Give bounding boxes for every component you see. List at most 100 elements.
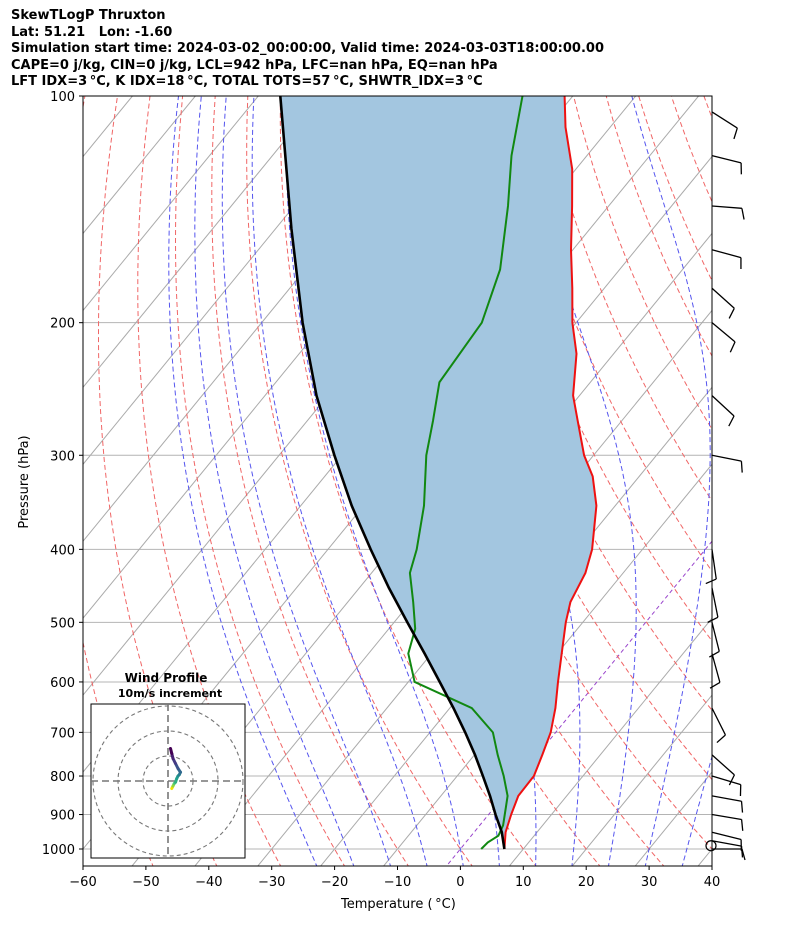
wind-barb — [711, 831, 742, 851]
isotherm — [83, 96, 322, 389]
barb-shaft — [711, 622, 720, 652]
barb-shaft — [711, 653, 721, 683]
x-axis-label: Temperature ( °C) — [340, 897, 456, 912]
y-tick-label: 300 — [50, 449, 75, 464]
dry-adiabat — [573, 96, 712, 431]
moist-adiabat — [631, 96, 711, 866]
x-tick-label: 40 — [704, 875, 721, 890]
isotherm — [571, 694, 712, 866]
barb-shaft — [711, 249, 742, 259]
location-line: Lat: 51.21 Lon: -1.60 — [11, 24, 173, 40]
isotherm — [83, 96, 196, 235]
axes: −60 −50 −40 −30 −20 −10 0 10 20 30 40 100 200 300 400 5… — [42, 90, 720, 890]
moist-adiabat — [516, 96, 637, 866]
barb-flag — [741, 208, 745, 220]
y-tick-label: 100 — [50, 90, 75, 105]
barb-flag — [716, 734, 726, 744]
chart-title: SkewTLogP Thruxton — [11, 8, 166, 23]
time-line: Simulation start time: 2024-03-02_00:00:… — [11, 41, 604, 56]
barb-flag — [733, 127, 738, 140]
isotherm — [508, 617, 712, 866]
barb-shaft — [711, 205, 742, 209]
wind-barb — [711, 154, 742, 175]
barb-flag — [705, 578, 717, 585]
barb-shaft — [711, 549, 717, 580]
wind-barb — [711, 395, 735, 427]
chart-header: SkewTLogP Thruxton Lat: 51.21 Lon: -1.60… — [11, 8, 604, 91]
moist-adiabat — [285, 96, 464, 866]
barb-flag — [729, 341, 736, 353]
isotherm — [697, 848, 712, 866]
y-tick-label: 400 — [50, 543, 75, 558]
hodograph-segment — [169, 747, 174, 755]
wind-barb — [712, 848, 746, 861]
wind-barb — [711, 205, 745, 220]
x-tick-label: −10 — [384, 875, 411, 890]
dry-adiabat — [703, 96, 712, 120]
x-tick-label: −60 — [69, 875, 96, 890]
barb-shaft — [711, 831, 742, 841]
barb-shaft — [711, 111, 738, 129]
dewpoint-line — [407, 96, 524, 850]
hodograph-subtitle: 10m/s increment — [118, 687, 222, 700]
x-tick-label: 20 — [578, 875, 595, 890]
barb-shaft — [711, 287, 735, 309]
barb-flag — [709, 650, 720, 658]
wind-barb — [711, 795, 744, 813]
parcel-line — [279, 96, 506, 850]
dry-adiabat — [638, 96, 712, 282]
y-tick-label: 200 — [50, 317, 75, 332]
x-tick-label: −20 — [321, 875, 348, 890]
dry-adiabat — [769, 96, 794, 868]
barb-shaft — [711, 154, 742, 164]
isotherm — [749, 96, 794, 880]
wind-barb — [711, 111, 738, 140]
moist-adiabat — [756, 96, 794, 868]
hodograph-inset: Wind Profile 10m/s increment — [90, 671, 246, 859]
barb-shaft — [711, 775, 741, 786]
moist-adiabat — [194, 96, 355, 866]
wind-barb — [711, 287, 735, 319]
wind-barb — [711, 813, 744, 831]
barb-flag — [740, 461, 743, 473]
hodograph-plot — [91, 704, 245, 858]
barb-flag — [728, 774, 736, 786]
barb-flag — [728, 415, 735, 427]
barb-shaft — [711, 795, 742, 802]
barb-shaft — [711, 322, 736, 343]
y-tick-label: 600 — [50, 676, 75, 691]
barb-shaft — [711, 454, 742, 462]
temperature-line — [503, 96, 598, 850]
dry-adiabat — [211, 96, 409, 866]
isotherm — [83, 96, 259, 312]
index-line: LFT IDX=3 °C, K IDX=18 °C, TOTAL TOTS=57… — [11, 74, 483, 89]
y-axis-label: Pressure (hPa) — [17, 435, 32, 528]
wind-barb — [711, 249, 742, 269]
moist-adiabat — [168, 96, 318, 866]
y-tick-label: 500 — [50, 616, 75, 631]
y-tick-label: 700 — [50, 726, 75, 741]
profiles-layer — [279, 96, 598, 850]
x-tick-label: 10 — [515, 875, 532, 890]
barb-shaft — [711, 840, 742, 847]
wind-barb — [711, 754, 736, 786]
y-tick-label: 1000 — [42, 843, 75, 858]
dry-adiabat — [737, 96, 794, 868]
wind-barb — [709, 622, 720, 658]
barb-flag — [740, 801, 744, 813]
barb-shaft — [711, 587, 719, 618]
x-tick-label: −40 — [195, 875, 222, 890]
x-tick-label: 0 — [456, 875, 464, 890]
y-tick-label: 900 — [50, 809, 75, 824]
cape-shading — [280, 96, 597, 849]
wind-barb — [711, 322, 736, 353]
isotherm — [634, 771, 712, 866]
barb-flag — [728, 307, 735, 319]
barb-flag — [709, 681, 721, 689]
barb-flag — [740, 819, 744, 831]
wind-barbs — [705, 111, 746, 861]
wind-barb — [705, 549, 717, 585]
barb-shaft — [711, 707, 726, 736]
wind-barb — [711, 454, 743, 473]
